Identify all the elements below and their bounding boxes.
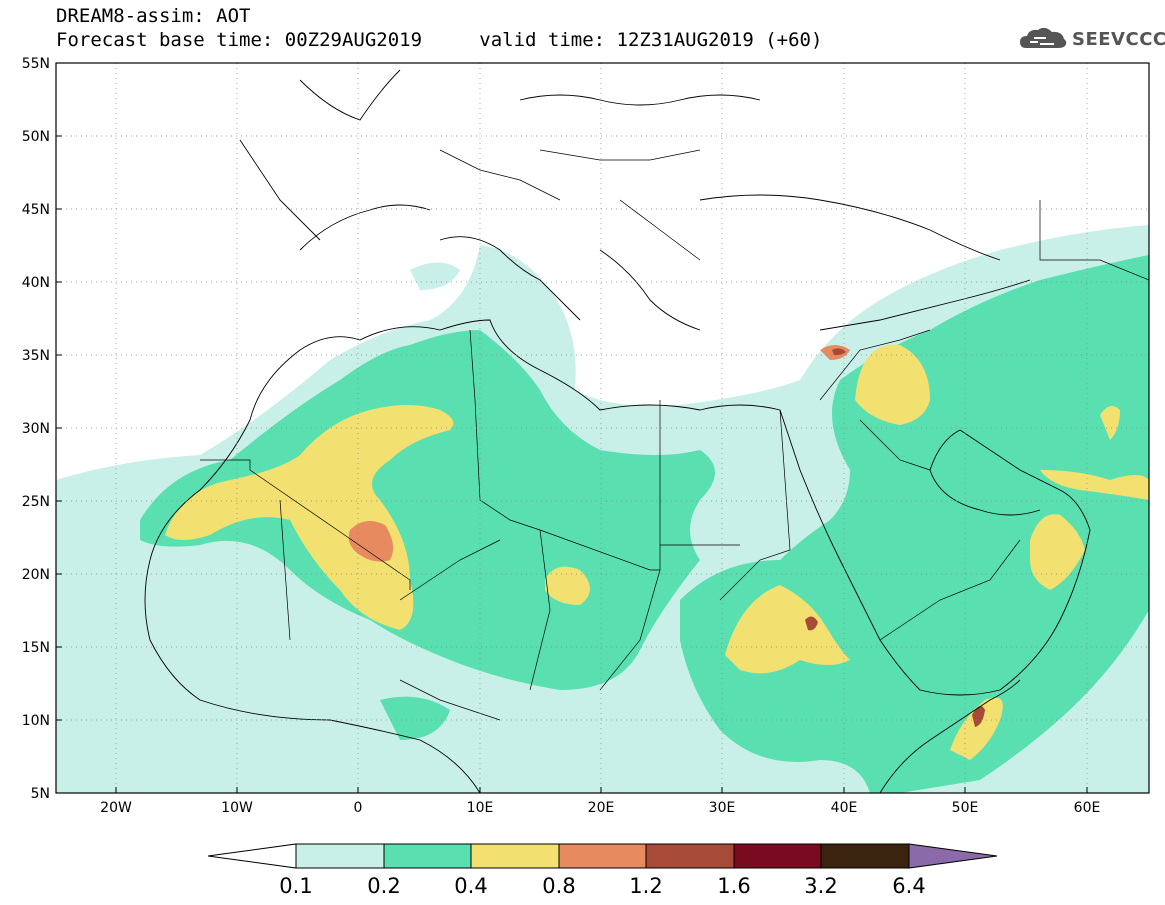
colorbar-label: 0.4 [454,874,487,898]
logo-text: SEEVCCC [1072,28,1165,50]
lon-label: 40E [831,800,858,816]
colorbar: 0.1 0.2 0.4 0.8 1.2 1.6 3.2 6.4 [207,843,998,898]
colorbar-labels: 0.1 0.2 0.4 0.8 1.2 1.6 3.2 6.4 [279,874,925,898]
lon-label: 30E [709,800,736,816]
lat-label: 20N [22,567,50,583]
map-grid [56,63,1149,793]
colorbar-label: 3.2 [804,874,837,898]
base-time-label: Forecast base time: 00Z29AUG2019 [56,29,423,51]
lon-label: 20W [100,800,132,816]
colorbar-label: 6.4 [892,874,925,898]
longitude-labels: 20W 10W 0 10E 20E 30E 40E 50E 60E [100,800,1100,816]
colorbar-label: 0.1 [279,874,312,898]
lat-label: 55N [22,56,50,72]
colorbar-upper-arrow [908,843,998,869]
lon-label: 10W [221,800,253,816]
colorbar-segment [295,843,385,869]
cloud-icon [1020,27,1067,48]
colorbar-segment [820,843,910,869]
aot-band-1.2 [805,348,985,727]
map-title: DREAM8-assim: AOT [56,5,251,27]
aot-band-0.4 [165,344,1149,760]
colorbar-lower-arrow [207,843,297,869]
colorbar-segment [558,843,647,869]
lon-label: 20E [588,800,615,816]
lat-label: 5N [31,786,50,802]
lat-label: 30N [22,421,50,437]
colorbar-segment [733,843,822,869]
lon-label: 10E [467,800,494,816]
axis-ticks [56,62,1088,793]
lat-label: 40N [22,275,50,291]
coastlines [144,69,1091,793]
lat-label: 25N [22,494,50,510]
aot-contours [56,63,1149,793]
colorbar-segment [470,843,560,869]
lat-label: 15N [22,640,50,656]
colorbar-label: 1.2 [629,874,662,898]
colorbar-label: 0.8 [542,874,575,898]
lon-label: 50E [952,800,979,816]
colorbar-label: 1.6 [717,874,750,898]
colorbar-segment [645,843,735,869]
lat-label: 45N [22,202,50,218]
lat-label: 10N [22,713,50,729]
valid-time-label: valid time: 12Z31AUG2019 (+60) [479,29,823,51]
colorbar-segment [383,843,472,869]
country-borders [200,149,1149,721]
time-info: Forecast base time: 00Z29AUG2019 valid t… [56,30,822,50]
colorbar-label: 0.2 [367,874,400,898]
lon-label: 0 [354,800,363,816]
latitude-labels: 55N 50N 45N 40N 35N 30N 25N 20N 15N 10N … [22,56,50,802]
seevccc-logo: SEEVCCC [1018,26,1165,52]
lon-label: 60E [1074,800,1101,816]
lat-label: 50N [22,129,50,145]
lat-label: 35N [22,348,50,364]
